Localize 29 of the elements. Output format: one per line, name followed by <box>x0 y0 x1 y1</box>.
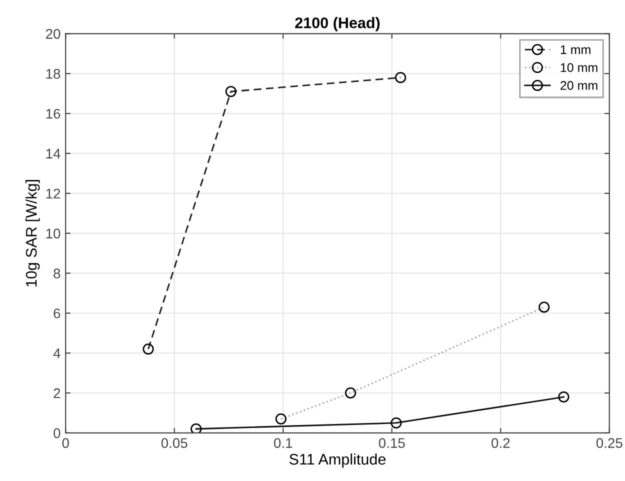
legend-label: 1 mm <box>560 45 590 54</box>
x-tick-label: 0.05 <box>161 438 188 448</box>
y-tick-label: 12 <box>46 188 60 198</box>
x-tick-label: 0.15 <box>378 438 405 448</box>
point <box>558 391 570 403</box>
y-tick-label: 8 <box>54 268 60 278</box>
point <box>390 417 402 428</box>
x-tick-label: 0.1 <box>274 438 292 448</box>
y-tick-label: 0 <box>54 428 60 438</box>
y-tick-label: 20 <box>46 29 60 39</box>
x-tick-label: 0.25 <box>596 438 622 448</box>
y-tick-label: 4 <box>53 348 60 358</box>
point <box>142 344 154 355</box>
y-tick-label: 6 <box>54 308 60 318</box>
point <box>225 86 236 98</box>
x-tick-label: 0.2 <box>492 438 510 448</box>
y-tick-label: 18 <box>46 68 60 79</box>
legend-label: 20 mm <box>560 81 598 90</box>
legend-label: 10 mm <box>560 63 598 72</box>
x-tick-label: 0 <box>62 438 69 448</box>
y-tick-label: 10 <box>46 228 60 238</box>
y-axis-title: 10g SAR [W/kg] <box>26 180 40 286</box>
y-tick-label: 16 <box>46 108 60 119</box>
y-tick-label: 14 <box>46 148 60 158</box>
x-axis-title: S11 Amplitude <box>290 453 386 468</box>
point <box>190 423 202 433</box>
y-tick-label: 2 <box>54 388 60 398</box>
point <box>395 72 406 84</box>
chart-title: 2100 (Head) <box>295 17 380 32</box>
